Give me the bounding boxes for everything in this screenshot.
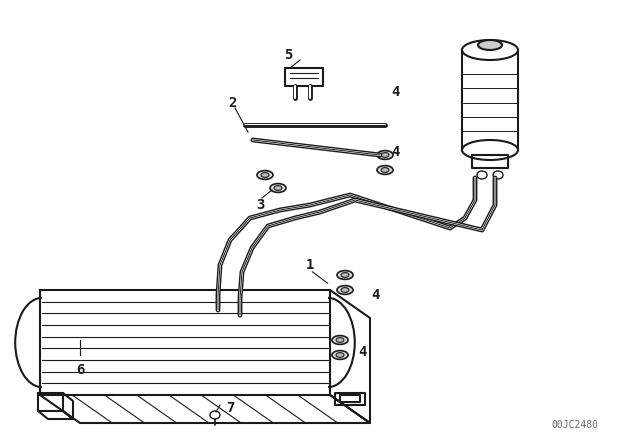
Text: 4: 4 (391, 85, 399, 99)
Text: 00JC2480: 00JC2480 (552, 420, 598, 430)
Ellipse shape (477, 171, 487, 179)
Ellipse shape (261, 172, 269, 177)
Ellipse shape (341, 288, 349, 293)
Ellipse shape (381, 153, 389, 157)
Ellipse shape (336, 338, 344, 342)
Ellipse shape (381, 168, 389, 172)
Ellipse shape (332, 351, 348, 359)
Text: 6: 6 (76, 363, 84, 377)
Ellipse shape (493, 171, 503, 179)
Text: 7: 7 (226, 401, 234, 415)
Ellipse shape (337, 286, 353, 294)
Ellipse shape (274, 185, 282, 190)
Ellipse shape (270, 184, 286, 192)
Text: 4: 4 (358, 345, 366, 359)
Ellipse shape (462, 140, 518, 160)
Ellipse shape (332, 336, 348, 345)
Ellipse shape (478, 40, 502, 50)
Ellipse shape (257, 171, 273, 179)
Ellipse shape (337, 271, 353, 280)
Text: 3: 3 (256, 198, 264, 212)
Text: 5: 5 (284, 48, 292, 62)
Text: 4: 4 (391, 145, 399, 159)
Text: 4: 4 (371, 288, 379, 302)
Text: 1: 1 (306, 258, 314, 272)
Ellipse shape (336, 353, 344, 358)
Ellipse shape (377, 151, 393, 159)
Ellipse shape (377, 166, 393, 174)
Ellipse shape (341, 272, 349, 277)
Ellipse shape (210, 411, 220, 419)
Text: 2: 2 (228, 96, 236, 110)
Ellipse shape (462, 40, 518, 60)
